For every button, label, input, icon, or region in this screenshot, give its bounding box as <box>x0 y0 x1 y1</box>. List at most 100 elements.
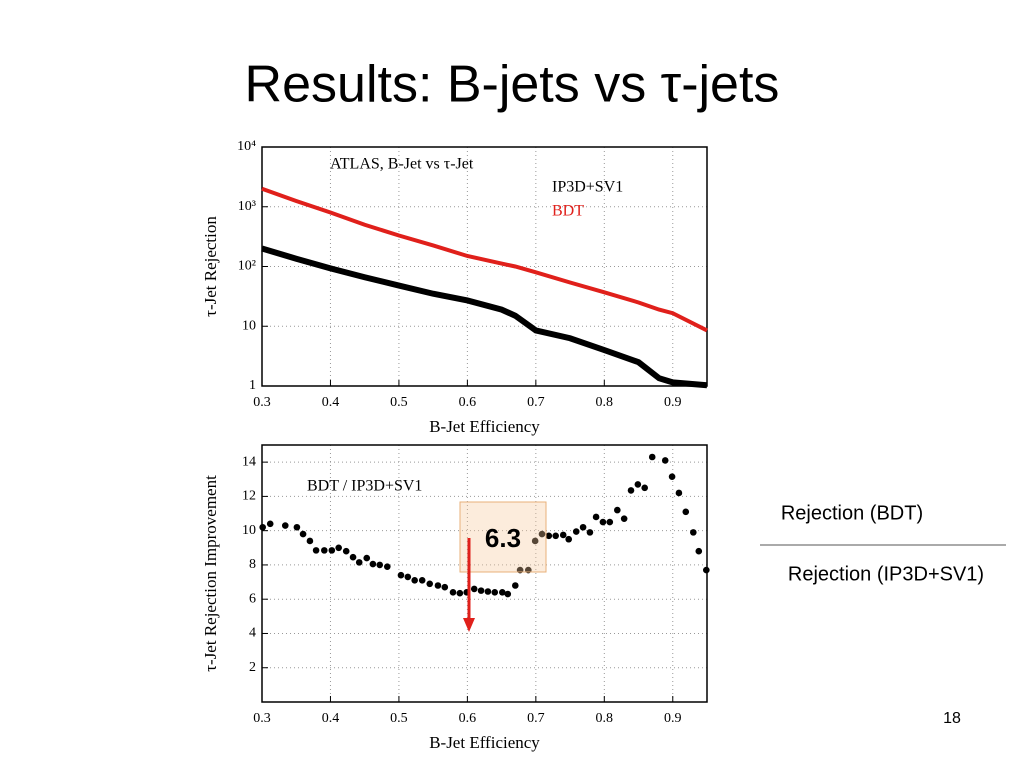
x-tick-label: 0.9 <box>664 711 682 726</box>
y-tick-label: 10² <box>238 259 256 274</box>
legend-entry: BDT <box>552 203 584 220</box>
point <box>259 523 266 531</box>
point <box>441 583 449 591</box>
point <box>545 532 553 540</box>
y-tick-label: 12 <box>242 489 256 504</box>
point <box>538 530 546 538</box>
point <box>383 563 391 570</box>
point <box>477 587 485 594</box>
point <box>349 553 357 561</box>
point <box>703 566 710 574</box>
point <box>404 573 412 581</box>
point <box>306 537 314 545</box>
point <box>675 489 683 497</box>
point <box>614 506 621 514</box>
point <box>470 585 478 593</box>
x-tick-label: 0.4 <box>322 711 340 726</box>
y-tick-label: 14 <box>242 454 256 469</box>
chart-annotation: BDT / IP3D+SV1 <box>307 478 422 495</box>
x-tick-label: 0.6 <box>459 395 477 410</box>
plot-frame <box>261 146 708 387</box>
point <box>491 589 499 596</box>
y-tick-label: 10 <box>242 318 256 333</box>
point <box>565 535 573 543</box>
point <box>579 523 587 531</box>
point <box>397 571 405 579</box>
point <box>299 530 307 538</box>
point <box>434 582 442 589</box>
y-tick-label: 10 <box>242 523 256 538</box>
point <box>668 473 676 480</box>
point <box>599 518 607 526</box>
point <box>312 547 320 554</box>
point <box>559 531 567 539</box>
point <box>606 518 614 526</box>
x-tick-label: 0.8 <box>596 395 614 410</box>
point <box>321 547 328 554</box>
x-tick-label: 0.3 <box>253 395 271 410</box>
highlight-box <box>459 501 547 573</box>
series-line <box>261 186 708 333</box>
point <box>504 590 512 598</box>
point <box>620 515 628 522</box>
point <box>328 547 336 554</box>
point <box>293 523 301 531</box>
y-tick-label: 1 <box>249 378 256 393</box>
point <box>342 547 350 555</box>
slide-title: Results: B-jets vs τ-jets <box>245 56 780 114</box>
plot-area <box>262 147 707 386</box>
x-tick-label: 0.5 <box>390 711 408 726</box>
point <box>363 554 371 562</box>
point <box>499 589 506 596</box>
arrow-head <box>463 618 475 632</box>
point <box>572 528 580 535</box>
y-tick-label: 2 <box>249 660 256 675</box>
point <box>426 580 434 588</box>
point <box>512 582 519 589</box>
page-number: 18 <box>943 710 961 727</box>
point <box>586 529 594 536</box>
highlight-label: 6.3 <box>485 523 521 553</box>
point <box>266 520 274 528</box>
point <box>661 457 669 464</box>
point <box>690 529 697 536</box>
x-tick-label: 0.4 <box>322 395 340 410</box>
y-axis-label: τ-Jet Rejection Improvement <box>201 475 220 672</box>
y-tick-label: 10⁴ <box>237 139 256 154</box>
point <box>369 560 377 568</box>
point <box>592 513 600 521</box>
point <box>449 589 457 596</box>
series-line <box>261 245 708 389</box>
highlight: 6.3 <box>459 501 547 632</box>
point <box>634 481 642 488</box>
point <box>531 537 539 545</box>
y-tick-label: 4 <box>249 626 256 641</box>
ratio-denominator: Rejection (IP3D+SV1) <box>788 563 984 585</box>
x-tick-label: 0.8 <box>596 711 614 726</box>
plot-frame <box>261 444 708 703</box>
point <box>552 532 559 540</box>
point <box>376 561 384 569</box>
point <box>484 588 492 595</box>
legend-entry: IP3D+SV1 <box>552 179 623 196</box>
point <box>411 577 418 584</box>
x-tick-label: 0.3 <box>253 711 271 726</box>
point <box>281 522 289 529</box>
x-tick-label: 0.5 <box>390 395 408 410</box>
y-tick-label: 10³ <box>238 199 256 214</box>
y-tick-label: 6 <box>249 591 256 606</box>
point <box>418 577 426 584</box>
point <box>627 487 635 494</box>
x-tick-label: 0.9 <box>664 395 682 410</box>
x-tick-label: 0.7 <box>527 395 545 410</box>
point <box>682 508 690 516</box>
x-tick-label: 0.7 <box>527 711 545 726</box>
point <box>695 547 703 555</box>
point <box>355 559 363 566</box>
y-tick-label: 8 <box>249 557 256 572</box>
point <box>648 453 656 461</box>
x-tick-label: 0.6 <box>459 711 477 726</box>
ratio-numerator: Rejection (BDT) <box>781 502 923 524</box>
point <box>641 484 648 492</box>
